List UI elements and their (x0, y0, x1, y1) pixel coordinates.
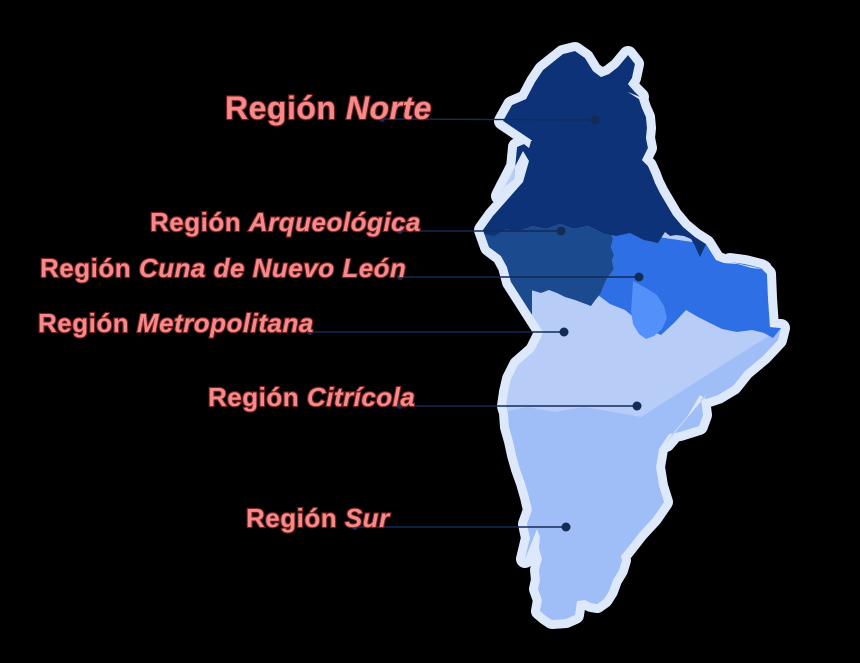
svg-text:Región Norte: Región Norte (225, 90, 432, 126)
svg-text:Región Arqueológica: Región Arqueológica (150, 207, 421, 237)
svg-text:Región Sur: Región Sur (246, 503, 391, 533)
svg-text:Región Cuna de Nuevo León: Región Cuna de Nuevo León (40, 253, 406, 283)
svg-text:Región Citrícola: Región Citrícola (208, 382, 415, 412)
svg-text:Región Metropolitana: Región Metropolitana (38, 308, 314, 338)
